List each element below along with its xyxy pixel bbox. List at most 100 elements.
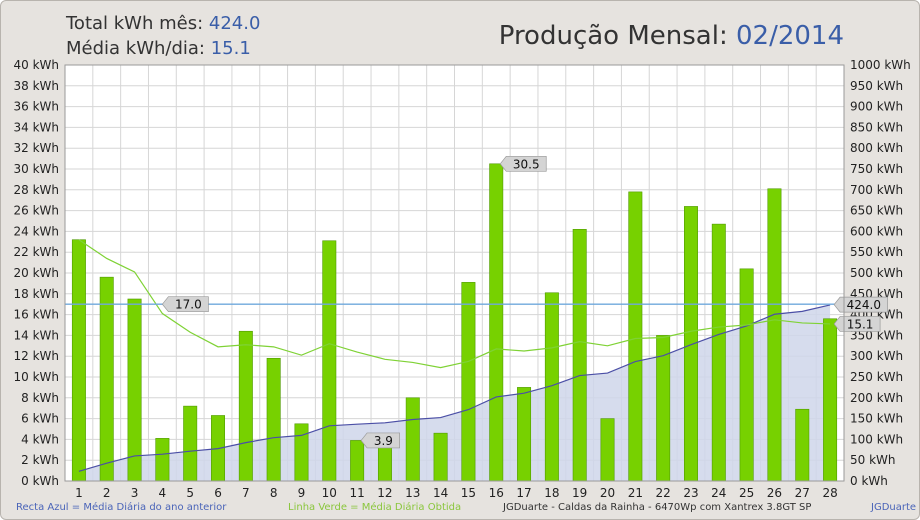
total-month-readout: Total kWh mês: 424.0 — [66, 13, 260, 34]
cumulative-line — [78, 304, 831, 472]
x-tick-label: 21 — [628, 486, 643, 500]
x-tick-label: 2 — [103, 486, 111, 500]
y-right-tick-label: 300 kWh — [850, 349, 903, 363]
data-label-text: 3.9 — [374, 434, 393, 448]
y-left-tick-label: 20 kWh — [13, 266, 59, 280]
x-tick-label: 26 — [767, 486, 782, 500]
average-line — [78, 239, 831, 369]
x-tick-label: 4 — [159, 486, 167, 500]
daily-bar — [684, 206, 698, 482]
y-left-tick-label: 40 kWh — [13, 58, 59, 72]
y-right-tick-label: 650 kWh — [850, 204, 903, 218]
x-tick-label: 24 — [711, 486, 726, 500]
data-label-box — [499, 155, 547, 172]
author-credit: JGDuarte — [871, 502, 917, 513]
daily-bar — [628, 191, 643, 482]
y-left-tick-label: 32 kWh — [13, 141, 59, 155]
y-left-tick-label: 28 kWh — [13, 183, 59, 197]
y-left-tick-label: 36 kWh — [13, 100, 59, 114]
daily-bar — [767, 188, 782, 482]
y-right-tick-label: 200 kWh — [850, 391, 903, 405]
x-tick-label: 7 — [242, 486, 250, 500]
x-tick-label: 16 — [489, 486, 504, 500]
y-right-tick-label: 50 kWh — [850, 453, 896, 467]
daily-bar — [155, 438, 170, 482]
y-left-tick-label: 4 kWh — [21, 432, 59, 446]
x-tick-label: 14 — [433, 486, 448, 500]
data-label: 17.0 — [161, 296, 209, 313]
y-right-tick-label: 600 kWh — [850, 224, 903, 238]
y-left-tick-label: 6 kWh — [21, 412, 59, 426]
daily-bar — [294, 423, 309, 482]
y-left-tick-label: 12 kWh — [13, 349, 59, 363]
data-label: 3.9 — [360, 432, 400, 449]
y-right-tick-label: 850 kWh — [850, 120, 903, 134]
x-tick-label: 5 — [186, 486, 194, 500]
x-tick-label: 15 — [461, 486, 476, 500]
legend-green-note: Linha Verde = Média Diária Obtida — [288, 502, 462, 513]
daily-bar — [489, 163, 504, 482]
daily-bar — [266, 357, 281, 482]
x-tick-label: 25 — [739, 486, 754, 500]
daily-bar — [377, 446, 392, 482]
x-tick-label: 20 — [600, 486, 615, 500]
y-left-tick-label: 2 kWh — [21, 453, 59, 467]
x-tick-label: 1 — [75, 486, 83, 500]
x-tick-label: 6 — [214, 486, 222, 500]
y-left-tick-label: 0 kWh — [21, 474, 59, 488]
x-tick-label: 10 — [322, 486, 337, 500]
y-right-tick-label: 800 kWh — [850, 141, 903, 155]
y-right-tick-label: 500 kWh — [850, 266, 903, 280]
x-tick-label: 17 — [516, 486, 531, 500]
x-tick-label: 13 — [405, 486, 420, 500]
data-label-box — [360, 432, 400, 449]
daily-average-readout: Média kWh/dia: 15.1 — [66, 38, 251, 59]
y-left-tick-label: 30 kWh — [13, 162, 59, 176]
media-label: Média kWh/dia: — [66, 38, 205, 59]
data-label-text: 30.5 — [513, 157, 540, 171]
daily-bar — [823, 318, 838, 482]
data-label-text: 424.0 — [847, 298, 881, 312]
data-label-text: 17.0 — [175, 298, 202, 312]
data-label-box — [833, 296, 888, 313]
installation-info: JGDuarte - Caldas da Rainha - 6470Wp com… — [503, 502, 812, 513]
data-label-box — [161, 296, 209, 313]
legend-blue-note: Recta Azul = Média Diária do ano anterio… — [16, 502, 227, 513]
title-label: Produção Mensal: — [498, 21, 728, 51]
y-left-tick-label: 24 kWh — [13, 224, 59, 238]
y-right-tick-label: 550 kWh — [850, 245, 903, 259]
daily-bar — [238, 330, 253, 482]
title-period: 02/2014 — [735, 21, 844, 51]
daily-bar — [461, 282, 476, 482]
x-tick-label: 18 — [544, 486, 559, 500]
y-left-tick-label: 38 kWh — [13, 79, 59, 93]
x-tick-label: 19 — [572, 486, 587, 500]
daily-bar — [572, 229, 587, 482]
plot-border — [64, 64, 845, 482]
x-tick-label: 23 — [683, 486, 698, 500]
daily-bar — [600, 418, 615, 482]
daily-bar — [350, 440, 365, 482]
x-tick-label: 27 — [795, 486, 810, 500]
x-tick-label: 28 — [822, 486, 837, 500]
y-left-tick-label: 14 kWh — [13, 328, 59, 342]
daily-bar — [517, 387, 532, 482]
y-left-tick-label: 16 kWh — [13, 308, 59, 322]
y-right-tick-label: 350 kWh — [850, 328, 903, 342]
daily-bar — [71, 239, 86, 482]
x-tick-label: 9 — [298, 486, 306, 500]
x-tick-label: 8 — [270, 486, 278, 500]
y-right-tick-label: 1000 kWh — [850, 58, 911, 72]
x-tick-label: 22 — [656, 486, 671, 500]
x-tick-label: 12 — [377, 486, 392, 500]
data-label: 424.0 — [833, 296, 888, 313]
daily-bar — [739, 268, 754, 482]
daily-bar — [127, 298, 142, 482]
total-label: Total kWh mês: — [66, 13, 204, 34]
chart-title: Produção Mensal: 02/2014 — [499, 21, 844, 51]
y-left-tick-label: 22 kWh — [13, 245, 59, 259]
data-label-text: 15.1 — [847, 317, 874, 331]
x-tick-label: 11 — [349, 486, 364, 500]
